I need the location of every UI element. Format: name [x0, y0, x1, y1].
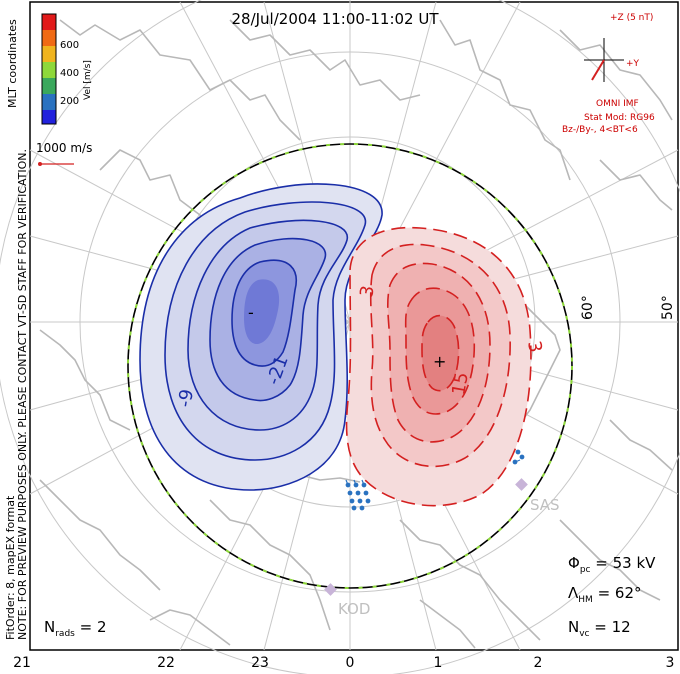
stat-phi-pc: Φpc = 53 kV [568, 554, 656, 575]
imf-stat-mod: Stat Mod: RG96 [584, 113, 655, 123]
colorbar-label: Vel [m/s] [83, 60, 93, 100]
imf-source: OMNI IMF [596, 99, 639, 109]
colorbar-tick: 600 [60, 40, 79, 51]
mlt-label: 3 [666, 655, 675, 671]
colorbar-swatch [42, 94, 56, 110]
colorbar-swatch [42, 110, 56, 124]
contour-label: 15 [448, 371, 473, 397]
hm-boundary-dashes [127, 143, 573, 589]
radar-label-kod: KOD [338, 600, 370, 618]
imf-z-label: +Z (5 nT) [610, 13, 653, 23]
cell-maximum-marker: + [433, 352, 446, 371]
coastlines [39, 19, 673, 649]
contour-label: 3 [523, 339, 546, 354]
map-title: 28/Jul/2004 11:00-11:02 UT [231, 10, 439, 28]
colorbar-tick: 400 [60, 68, 79, 79]
stat-n-vc: Nvc = 12 [568, 618, 631, 639]
positive-convection-cell [345, 226, 532, 507]
mlt-label: 2 [534, 655, 543, 671]
radar-marker-kod [324, 583, 337, 596]
contour-label: -9 [174, 388, 198, 409]
fit-note: FitOrder: 8, mapEX format [4, 495, 17, 640]
radar-marker-sas [515, 478, 528, 491]
radar-label-sas: SAS [530, 496, 560, 514]
colorbar-swatch [42, 14, 56, 30]
plot-frame [29, 1, 679, 651]
coords-label: MLT coordinates [6, 19, 19, 108]
velocity-vectors [345, 449, 525, 511]
imf-y-label: +Y [626, 59, 640, 69]
imf-condition: Bz-/By-, 4<BT<6 [562, 125, 638, 135]
colorbar-swatch [42, 62, 56, 78]
stat-n-rads: Nrads = 2 [44, 618, 107, 639]
colorbar-swatch [42, 30, 56, 46]
stat-lambda-hm: ΛHM = 62° [568, 584, 642, 605]
mlt-label: 0 [346, 655, 355, 671]
negative-convection-cell [139, 183, 383, 491]
velocity-colorbar [41, 13, 57, 125]
colorbar-tick: 200 [60, 96, 79, 107]
mlt-label: 1 [434, 655, 443, 671]
latitude-label: 50° [660, 295, 676, 320]
mlt-label: 23 [251, 655, 269, 671]
colorbar-swatch [42, 46, 56, 62]
contour-label: 3 [356, 284, 379, 299]
vector-scale-dot [38, 162, 42, 166]
preview-note: NOTE: FOR PREVIEW PURPOSES ONLY. PLEASE … [16, 149, 29, 640]
colorbar-swatch [42, 78, 56, 94]
mlt-label: 22 [157, 655, 175, 671]
latitude-label: 60° [580, 295, 596, 320]
cell-minimum-marker: - [248, 303, 254, 322]
mlt-label: 21 [13, 655, 31, 671]
vector-scale-label: 1000 m/s [36, 141, 92, 155]
imf-clock [584, 38, 624, 82]
